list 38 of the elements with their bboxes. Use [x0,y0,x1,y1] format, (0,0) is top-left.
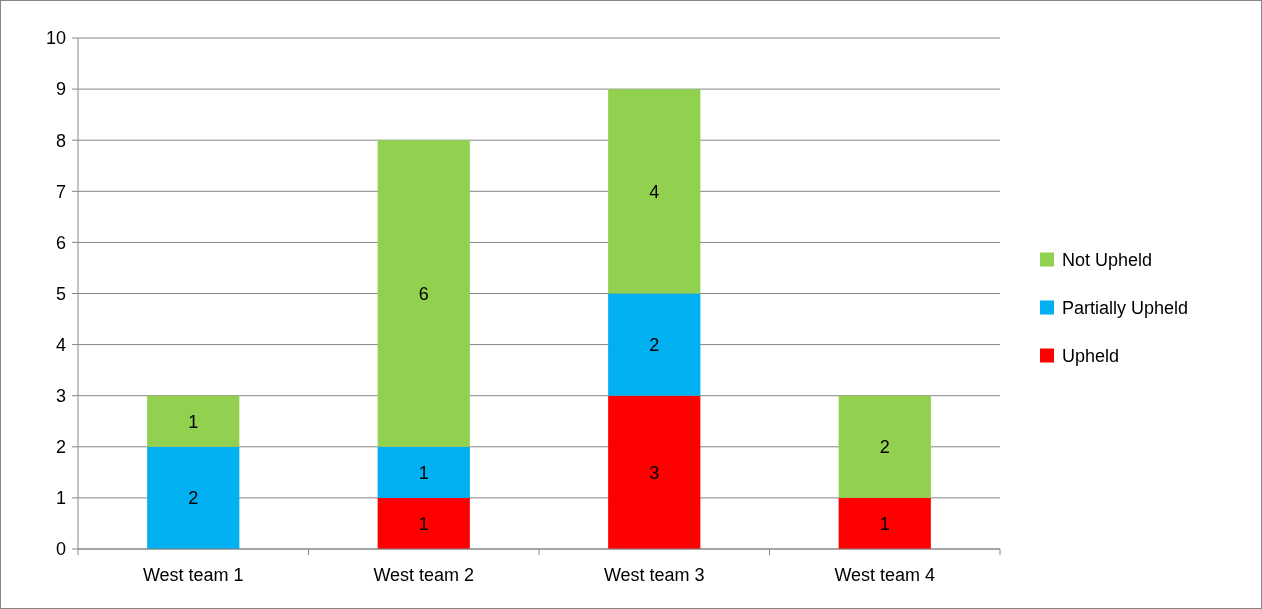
data-label: 2 [649,334,660,355]
x-tick-label: West team 4 [834,565,936,585]
bar [377,497,470,549]
y-tick-label: 2 [55,437,66,458]
data-label: 3 [649,462,660,483]
bar [838,497,931,549]
legend-label: Partially Upheld [1062,297,1189,318]
x-tick-label: West team 2 [373,565,475,585]
bar [147,395,240,447]
y-tick-label: 5 [55,283,66,304]
y-tick-label: 4 [55,334,66,355]
y-tick-label: 1 [55,488,66,509]
legend-label: Not Upheld [1062,249,1153,270]
data-label: 2 [879,437,890,458]
data-label: 1 [879,513,890,534]
data-label: 2 [188,488,199,509]
y-tick-label: 3 [55,386,66,406]
y-tick-label: 6 [55,232,66,253]
data-label: 1 [188,411,199,432]
data-label: 6 [418,283,429,304]
data-label: 4 [649,181,660,202]
data-label: 1 [418,462,429,483]
bar [377,140,470,447]
bar [377,446,470,498]
bar [147,446,240,549]
x-tick-label: West team 3 [603,565,705,585]
y-tick-label: 9 [55,79,66,100]
bar [608,89,701,294]
y-tick-label: 0 [55,539,66,560]
bar [608,293,701,396]
x-tick-label: West team 1 [142,565,244,585]
y-tick-label: 8 [55,130,66,151]
bar [838,395,931,498]
y-tick-label: 7 [55,181,66,202]
data-label: 1 [418,513,429,534]
bar [608,395,701,549]
legend-label: Upheld [1062,345,1120,366]
y-tick-label: 10 [45,28,66,49]
